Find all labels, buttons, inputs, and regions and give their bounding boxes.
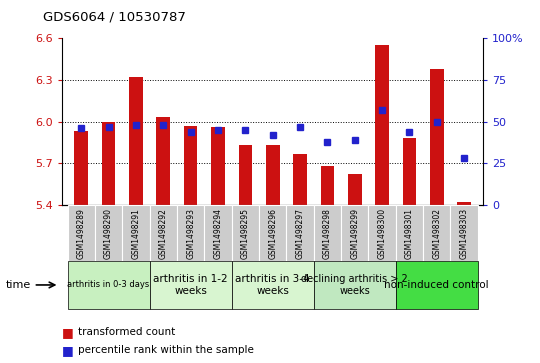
Bar	[102, 122, 116, 205]
Bar	[75, 131, 88, 205]
Bar	[430, 69, 444, 205]
Bar	[157, 118, 170, 205]
Text: GSM1498299: GSM1498299	[350, 208, 359, 259]
Text: ■: ■	[62, 344, 74, 357]
Bar	[184, 126, 198, 205]
Text: GSM1498302: GSM1498302	[433, 208, 441, 259]
Bar	[239, 145, 252, 205]
Text: GSM1498298: GSM1498298	[323, 208, 332, 259]
Bar	[348, 175, 362, 205]
Text: GSM1498294: GSM1498294	[213, 208, 222, 259]
Text: GSM1498300: GSM1498300	[377, 208, 387, 259]
Text: arthritis in 1-2
weeks: arthritis in 1-2 weeks	[153, 274, 228, 296]
Bar	[266, 145, 280, 205]
Text: GDS6064 / 10530787: GDS6064 / 10530787	[43, 11, 186, 24]
Text: declining arthritis > 2
weeks: declining arthritis > 2 weeks	[301, 274, 408, 296]
Text: GSM1498295: GSM1498295	[241, 208, 250, 259]
Text: GSM1498297: GSM1498297	[295, 208, 305, 259]
Text: non-induced control: non-induced control	[384, 280, 489, 290]
Bar	[129, 77, 143, 205]
Text: GSM1498292: GSM1498292	[159, 208, 168, 259]
Text: GSM1498291: GSM1498291	[131, 208, 140, 259]
Text: time: time	[5, 280, 31, 290]
Text: GSM1498301: GSM1498301	[405, 208, 414, 259]
Text: percentile rank within the sample: percentile rank within the sample	[78, 345, 254, 355]
Text: GSM1498303: GSM1498303	[460, 208, 469, 259]
Bar	[211, 127, 225, 205]
Text: GSM1498296: GSM1498296	[268, 208, 277, 259]
Text: arthritis in 0-3 days: arthritis in 0-3 days	[68, 281, 150, 289]
Bar	[321, 166, 334, 205]
Bar	[375, 45, 389, 205]
Bar	[457, 202, 471, 205]
Bar	[403, 138, 416, 205]
Bar	[293, 154, 307, 205]
Text: GSM1498293: GSM1498293	[186, 208, 195, 259]
Text: arthritis in 3-4
weeks: arthritis in 3-4 weeks	[235, 274, 310, 296]
Text: GSM1498290: GSM1498290	[104, 208, 113, 259]
Text: transformed count: transformed count	[78, 327, 176, 337]
Text: ■: ■	[62, 326, 74, 339]
Text: GSM1498289: GSM1498289	[77, 208, 86, 259]
